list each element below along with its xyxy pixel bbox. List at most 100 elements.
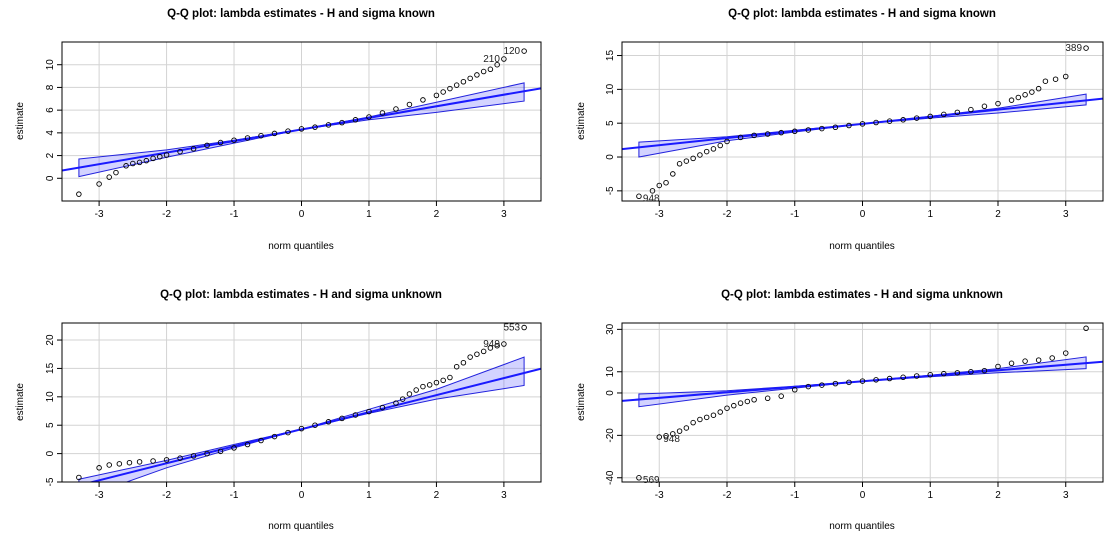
data-point [913,115,920,121]
x-axis-label: norm quantiles [829,521,895,532]
plot-title: Q-Q plot: lambda estimates - H and sigma… [160,289,442,301]
point-label: 553 [503,323,520,334]
data-point [1062,73,1069,80]
data-point [656,434,663,440]
data-point [399,396,406,402]
data-point [501,56,507,62]
data-point [231,445,237,451]
data-point [285,429,291,436]
data-point [366,408,372,415]
point-label: 569 [643,475,660,486]
data-point [873,119,879,126]
y-tick-label: 0 [45,450,56,456]
data-point [447,85,453,92]
plot-title: Q-Q plot: lambda estimates - H and sigma… [721,289,1003,301]
reference-line [622,97,1103,151]
data-point [703,148,710,155]
data-point [981,367,988,374]
data-point [244,441,251,448]
y-tick-label: 15 [605,50,616,62]
x-tick-label: 1 [927,490,933,501]
data-point [150,155,156,162]
data-point [420,97,426,103]
data-point [859,378,866,384]
data-point [163,152,170,158]
data-point [1083,45,1089,51]
data-point [724,138,730,145]
data-point [927,371,933,378]
data-point [204,450,210,457]
data-point [697,152,703,158]
y-axis-label: estimate [576,383,587,421]
y-tick-label: 10 [45,391,56,403]
point-label: 948 [663,434,680,445]
x-tick-label: -1 [790,209,799,220]
y-tick-label: 10 [45,59,56,71]
data-point [697,416,703,423]
x-tick-label: 1 [366,209,372,220]
data-point [204,142,210,149]
x-tick-label: 3 [501,490,507,501]
y-tick-label: 0 [605,390,616,396]
data-point [440,377,446,384]
data-point [474,351,480,357]
data-point [792,128,798,135]
y-tick-label: -5 [605,186,616,195]
data-point [190,146,197,152]
data-point [106,462,112,468]
data-point [521,48,527,54]
data-point [177,455,183,461]
y-tick-label: 4 [45,130,56,136]
y-tick-label: 6 [45,107,56,113]
data-point [805,383,812,390]
x-tick-label: 1 [927,209,933,220]
data-point [1029,89,1035,95]
data-point [778,393,784,399]
data-point [676,428,683,434]
data-point [271,433,278,440]
plot-area [622,325,1103,481]
x-axis-label: norm quantiles [268,241,334,252]
data-point [751,132,757,139]
data-point [406,101,413,108]
plot-area [622,45,1103,200]
data-point [96,465,102,471]
y-tick-label: 10 [605,83,616,95]
data-point [832,124,839,131]
data-point [494,342,500,349]
data-point [1049,355,1055,361]
data-point [339,119,345,126]
data-point [656,182,663,189]
x-axis-label: norm quantiles [829,241,895,252]
data-point [325,419,332,425]
data-point [737,400,744,406]
reference-line [62,87,541,172]
data-point [731,402,737,409]
data-point [995,100,1001,107]
data-point [150,458,156,464]
data-point [413,387,419,393]
data-point [231,137,237,143]
data-point [271,130,278,137]
data-point [703,414,710,421]
data-point [744,398,751,405]
data-point [792,387,798,393]
y-tick-label: -5 [45,477,56,486]
x-tick-label: 0 [299,490,305,501]
data-point [676,161,683,167]
qq-panel-4: Q-Q plot: lambda estimates - H and sigma… [576,289,1104,532]
x-tick-label: 2 [995,490,1001,501]
data-point [379,404,386,411]
data-point [954,370,961,376]
data-point [487,66,494,73]
data-point [163,457,170,463]
data-point [670,431,676,437]
y-axis-label: estimate [15,102,26,140]
data-point [1042,78,1049,84]
data-point [927,113,933,120]
y-tick-label: 20 [45,334,56,346]
data-point [76,191,82,197]
data-point [177,148,183,155]
